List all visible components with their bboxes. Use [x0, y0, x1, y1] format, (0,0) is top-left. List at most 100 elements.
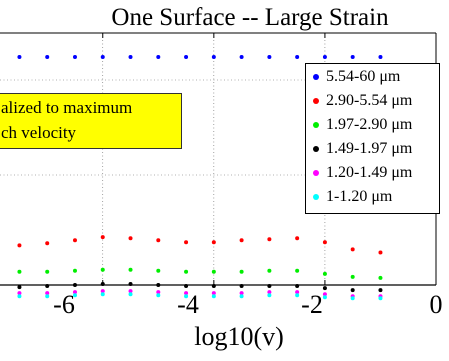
- data-point-series-2: [128, 267, 133, 272]
- data-point-series-2: [156, 268, 161, 273]
- data-point-series-1: [239, 238, 244, 243]
- data-point-series-4: [156, 290, 161, 295]
- data-point-series-5: [45, 294, 50, 299]
- data-point-series-4: [184, 291, 189, 296]
- legend-item: 1.49-1.97 μm: [306, 138, 439, 160]
- chart-title: One Surface -- Large Strain: [111, 4, 389, 31]
- data-point-series-0: [17, 55, 22, 59]
- data-point-series-5: [72, 293, 77, 298]
- data-point-series-4: [322, 292, 327, 297]
- data-point-series-2: [267, 268, 272, 273]
- data-point-series-1: [378, 250, 383, 255]
- legend-item: 1.97-2.90 μm: [306, 114, 439, 136]
- legend: 5.54-60 μm 2.90-5.54 μm 1.97-2.90 μm 1.4…: [305, 63, 440, 214]
- data-point-series-1: [350, 247, 355, 252]
- data-point-series-1: [295, 236, 300, 241]
- x-tick-label: -4: [177, 290, 199, 319]
- data-point-series-3: [295, 284, 300, 289]
- data-point-series-4: [239, 291, 244, 296]
- data-point-series-3: [350, 288, 355, 293]
- data-point-series-2: [350, 274, 355, 279]
- data-point-series-0: [378, 55, 383, 59]
- data-point-series-5: [239, 294, 244, 299]
- data-point-series-0: [295, 55, 300, 59]
- legend-label: 2.90-5.54 μm: [326, 92, 413, 109]
- data-point-series-3: [267, 284, 272, 289]
- data-point-series-5: [184, 294, 189, 299]
- data-point-series-2: [45, 269, 50, 274]
- data-point-series-5: [100, 292, 105, 297]
- data-point-series-2: [239, 269, 244, 274]
- data-point-series-3: [211, 284, 216, 289]
- legend-item: 2.90-5.54 μm: [306, 90, 439, 112]
- data-point-series-3: [378, 288, 383, 293]
- data-point-series-2: [72, 268, 77, 273]
- legend-item: 5.54-60 μm: [306, 66, 439, 88]
- data-point-series-4: [128, 289, 133, 294]
- data-point-series-0: [128, 55, 133, 59]
- data-point-series-5: [378, 296, 383, 301]
- data-point-series-1: [17, 243, 22, 248]
- data-point-series-3: [184, 284, 189, 289]
- legend-swatch: [313, 146, 319, 152]
- data-point-series-5: [322, 295, 327, 300]
- annotation-box: alized to maximum ch velocity: [0, 93, 182, 149]
- data-point-series-1: [72, 238, 77, 243]
- data-point-series-3: [72, 283, 77, 288]
- legend-label: 1.49-1.97 μm: [326, 140, 413, 157]
- data-point-series-1: [211, 240, 216, 245]
- data-point-series-4: [72, 290, 77, 295]
- data-point-series-4: [211, 291, 216, 296]
- legend-swatch: [313, 74, 319, 80]
- data-point-series-1: [100, 235, 105, 240]
- legend-swatch: [313, 122, 319, 128]
- data-point-series-2: [322, 271, 327, 276]
- data-point-series-2: [17, 269, 22, 274]
- data-point-series-2: [295, 268, 300, 273]
- data-point-series-1: [156, 238, 161, 243]
- data-point-series-5: [350, 296, 355, 301]
- data-point-series-4: [267, 290, 272, 295]
- data-point-series-0: [239, 55, 244, 59]
- data-point-series-1: [322, 240, 327, 245]
- data-point-series-5: [295, 293, 300, 298]
- x-tick-label: -2: [301, 290, 323, 319]
- legend-item: 1.20-1.49 μm: [306, 162, 439, 184]
- data-point-series-5: [128, 292, 133, 297]
- data-point-series-3: [156, 283, 161, 288]
- legend-swatch: [313, 170, 319, 176]
- data-point-series-0: [184, 55, 189, 59]
- data-point-series-0: [350, 55, 355, 59]
- data-point-series-4: [17, 291, 22, 296]
- legend-swatch: [313, 194, 319, 200]
- data-point-series-0: [211, 55, 216, 59]
- data-point-series-3: [239, 284, 244, 289]
- data-point-series-1: [45, 241, 50, 246]
- annotation-line: alized to maximum: [1, 98, 133, 117]
- data-point-series-1: [267, 237, 272, 242]
- data-point-series-5: [267, 293, 272, 298]
- data-point-series-4: [100, 289, 105, 294]
- legend-label: 1.20-1.49 μm: [326, 164, 413, 181]
- x-tick-label: 0: [429, 290, 443, 319]
- data-point-series-2: [211, 269, 216, 274]
- data-point-series-5: [156, 293, 161, 298]
- x-tick-label: -6: [53, 290, 75, 319]
- data-point-series-0: [322, 55, 327, 59]
- data-point-series-3: [17, 285, 22, 290]
- data-point-series-1: [128, 236, 133, 241]
- legend-item: 1-1.20 μm: [306, 186, 439, 208]
- data-point-series-0: [72, 55, 77, 59]
- legend-label: 5.54-60 μm: [326, 68, 401, 85]
- data-point-series-0: [45, 55, 50, 59]
- data-point-series-2: [100, 267, 105, 272]
- data-point-series-3: [45, 284, 50, 289]
- legend-swatch: [313, 98, 319, 104]
- data-point-series-5: [17, 294, 22, 299]
- data-point-series-0: [156, 55, 161, 59]
- data-point-series-1: [184, 240, 189, 245]
- data-point-series-0: [100, 55, 105, 59]
- data-point-series-0: [267, 55, 272, 59]
- data-point-series-4: [45, 291, 50, 296]
